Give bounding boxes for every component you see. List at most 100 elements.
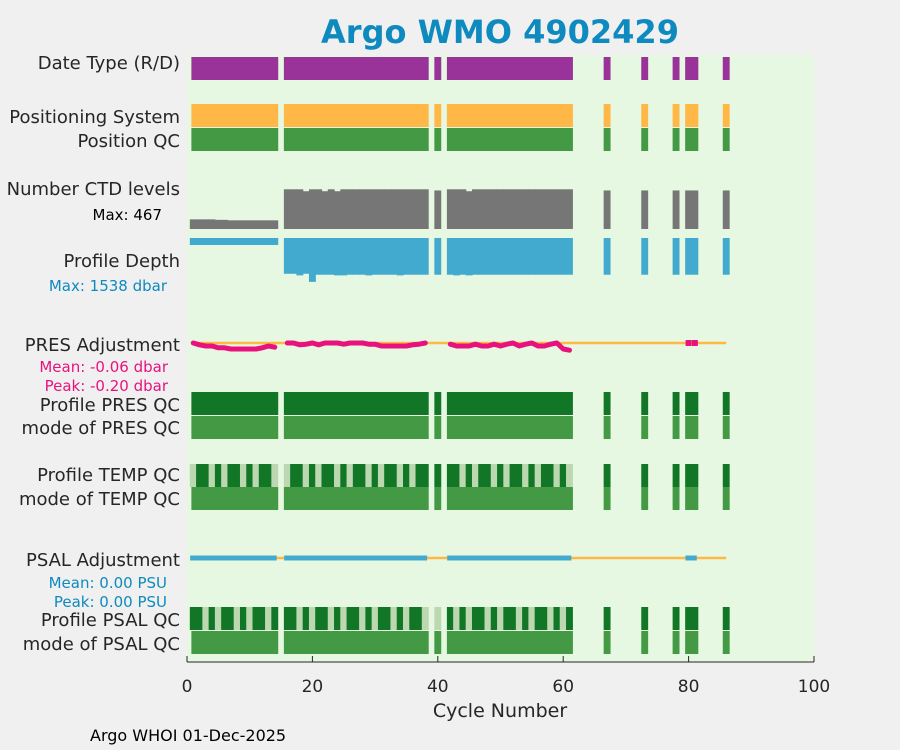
psal-qc-cell [321, 607, 329, 630]
psal-qc-cell [415, 607, 423, 630]
profile-depth-bar [497, 238, 504, 275]
profile-depth-bar [283, 238, 291, 274]
temp-qc-cell [459, 464, 467, 487]
temp-qc-cell [415, 464, 423, 487]
positioning-segment [446, 104, 573, 127]
temp-qc-cell [603, 464, 611, 487]
pres-mode-segment [641, 416, 649, 439]
position-qc-segment [722, 128, 730, 151]
row-label-positioning: Positioning System [9, 107, 180, 128]
profile-depth-bar [722, 238, 730, 275]
ctd-levels-bar [227, 220, 235, 229]
row-label-pres-qc: Profile PRES QC [40, 395, 180, 416]
temp-mode-segment [672, 487, 680, 510]
psal-qc-cell [334, 607, 341, 630]
temp-mode-row [191, 487, 730, 510]
x-tick-label: 100 [798, 677, 830, 697]
profile-depth-bar [465, 238, 473, 276]
temp-qc-cell [365, 464, 373, 487]
pres-adj-series [190, 340, 278, 352]
ctd-levels-bar [202, 219, 210, 229]
pres-qc-segment [603, 392, 611, 415]
temp-qc-cell [390, 464, 398, 487]
psal-qc-cell [208, 607, 216, 630]
ctd-levels-bar [497, 189, 504, 229]
temp-qc-cell [515, 464, 523, 487]
row-label-temp-qc: Profile TEMP QC [37, 465, 180, 486]
psal-qc-cell [553, 607, 561, 630]
profile-depth-bar [566, 238, 573, 275]
temp-qc-cell [258, 464, 266, 487]
position-qc-segment [603, 128, 611, 151]
psal-qc-cell [246, 607, 254, 630]
profile-depth-bar [258, 238, 266, 245]
temp-qc-cell [534, 464, 542, 487]
temp-qc-cell [340, 464, 348, 487]
date-type-segment [641, 57, 649, 80]
profile-depth-bar [290, 238, 298, 274]
x-tick-label: 0 [182, 677, 193, 697]
psal-qc-cell [534, 607, 542, 630]
temp-mode-segment [446, 487, 573, 510]
positioning-segment [722, 104, 730, 127]
date-type-segment [722, 57, 730, 80]
profile-depth-bar [515, 238, 523, 275]
ctd-levels-bar [540, 189, 548, 229]
profile-depth-bar [365, 238, 373, 276]
psal-qc-cell [302, 607, 310, 630]
temp-qc-cell [265, 464, 272, 487]
ctd-levels-bar [290, 189, 298, 229]
profile-depth-bar [603, 238, 611, 275]
psal-qc-cell [547, 607, 555, 630]
ctd-levels-bar [453, 189, 461, 229]
profile-depth-bar [352, 238, 360, 275]
psal-qc-cell [522, 607, 530, 630]
psal-qc-cell [384, 607, 392, 630]
psal-qc-cell [346, 607, 354, 630]
temp-mode-segment [603, 487, 611, 510]
ctd-levels-bar [465, 191, 473, 229]
ctd-levels-bar [221, 219, 229, 229]
ctd-levels-bar [321, 191, 329, 229]
pres-adj-point [685, 340, 692, 346]
pres-adj-series [284, 340, 428, 349]
psal-qc-cell [434, 607, 442, 630]
psal-mode-segment [685, 631, 699, 654]
ctd-levels-bar [371, 189, 379, 229]
ctd-levels-bar [346, 189, 354, 229]
temp-qc-cell [672, 464, 680, 487]
ctd-levels-bar [522, 189, 530, 229]
temp-qc-cell [641, 464, 649, 487]
ctd-levels-bar [490, 189, 498, 229]
temp-qc-cell [540, 464, 548, 487]
psal-qc-cell [509, 607, 517, 630]
profile-depth-bar [221, 238, 229, 245]
ctd-levels-bar [603, 190, 611, 229]
row-label-psal-mode: mode of PSAL QC [23, 634, 180, 655]
psal-mode-segment [641, 631, 649, 654]
pres-qc-segment [672, 392, 680, 415]
psal-mode-segment [603, 631, 611, 654]
ctd-levels-bar [459, 189, 467, 229]
pres-qc-segment [283, 392, 429, 415]
psal-mode-row [191, 631, 730, 654]
psal-qc-cell [465, 607, 473, 630]
row-label-date-type: Date Type (R/D) [38, 53, 180, 74]
temp-qc-cell [327, 464, 335, 487]
ctd-levels-bar [214, 219, 222, 229]
profile-depth-bar [446, 238, 454, 275]
ctd-levels-bar [559, 189, 567, 229]
position-qc-segment [685, 128, 699, 151]
position-qc-segment [672, 128, 680, 151]
temp-qc-cell [189, 464, 197, 487]
ctd-levels-bar [283, 189, 291, 229]
ctd-levels-bar [515, 189, 523, 229]
stat-pres-mean: Mean: -0.06 dbar [39, 358, 169, 376]
temp-qc-cell [503, 464, 511, 487]
profile-depth-bar [252, 238, 260, 245]
temp-qc-cell [252, 464, 260, 487]
profile-depth-bar [503, 238, 511, 275]
x-axis-label: Cycle Number [433, 700, 567, 722]
temp-qc-cell [308, 464, 316, 487]
